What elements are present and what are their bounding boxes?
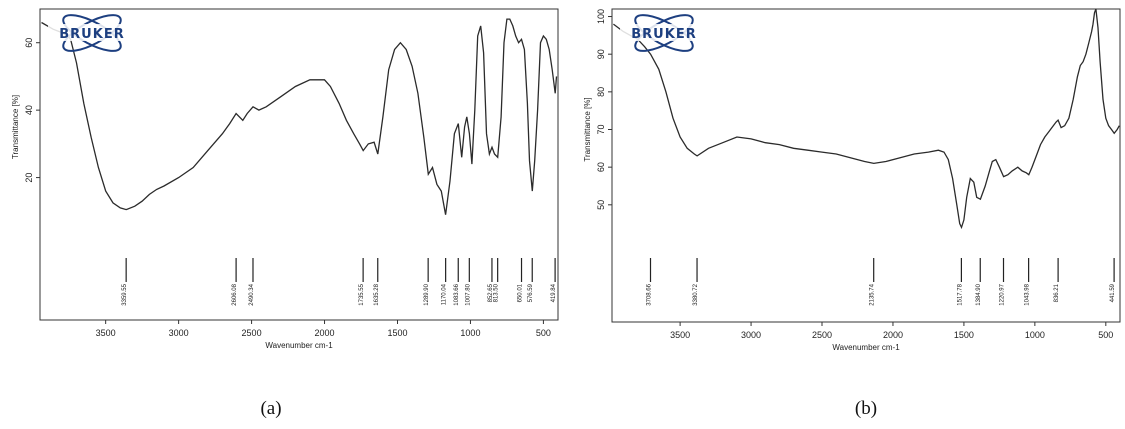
x-tick-label: 3000 — [169, 328, 189, 338]
x-tick-label: 1000 — [1025, 330, 1045, 340]
peak-label: 1517.78 — [957, 283, 963, 305]
peak-label: 3380.72 — [693, 283, 699, 305]
logo-text-backdrop — [620, 24, 708, 41]
x-tick-label: 1500 — [954, 330, 974, 340]
x-tick-label: 3500 — [670, 330, 690, 340]
logo-orbit — [62, 14, 122, 52]
x-tick-label: 2000 — [315, 328, 335, 338]
peak-label: 1289.90 — [424, 283, 430, 305]
y-axis-title: Transmittance [%] — [11, 95, 20, 159]
logo-text-backdrop — [48, 24, 136, 41]
peak-label: 1007.80 — [465, 283, 471, 305]
peak-label: 3359.55 — [122, 283, 128, 305]
y-tick-label: 50 — [596, 200, 606, 210]
bruker-logo: BRUKER — [620, 14, 708, 52]
peak-label: 1083.66 — [454, 283, 460, 305]
peak-label: 852.65 — [488, 283, 494, 302]
x-axis-title: Wavenumber cm-1 — [265, 341, 333, 350]
bruker-logo: BRUKER — [48, 14, 136, 52]
x-tick-label: 500 — [1098, 330, 1113, 340]
peak-label: 419.84 — [551, 283, 557, 302]
peak-label: 3708.66 — [647, 283, 653, 305]
y-tick-label: 80 — [596, 87, 606, 97]
y-tick-label: 70 — [596, 124, 606, 134]
peak-label: 2490.34 — [249, 283, 255, 305]
peak-label: 441.59 — [1110, 283, 1116, 302]
spectrum-panel-a: 3500 3000 2500 2000 1500 1000 500 20 40 60 Wavenum… — [0, 0, 562, 429]
x-tick-label: 2000 — [883, 330, 903, 340]
ir-spectrum-chart-a: 3500 3000 2500 2000 1500 1000 500 20 40 60 Wavenum… — [11, 8, 559, 350]
plot-frame — [39, 8, 559, 321]
x-tick-label: 2500 — [812, 330, 832, 340]
ir-spectrum-chart-b: 3500 3000 2500 2000 1500 1000 500 50 60 70 80 90 100… — [583, 8, 1121, 352]
y-axis-title: Transmittance [%] — [583, 97, 592, 161]
logo-orbit — [634, 14, 694, 52]
panel-label-a: (a) — [260, 398, 282, 419]
y-tick-label: 20 — [24, 173, 34, 183]
y-tick-label: 40 — [24, 105, 34, 115]
peak-label: 576.59 — [528, 283, 534, 302]
x-tick-label: 1000 — [460, 328, 480, 338]
peak-label: 1635.28 — [374, 283, 380, 305]
y-tick-label: 60 — [596, 162, 606, 172]
peak-label: 836.21 — [1054, 283, 1060, 302]
peak-label: 2606.08 — [232, 283, 238, 305]
x-tick-label: 1500 — [387, 328, 407, 338]
logo-text: BRUKER — [59, 27, 124, 42]
peak-label: 2135.74 — [870, 283, 876, 305]
peak-label: 1170.04 — [442, 283, 448, 305]
spectrum-panel-b: 3500 3000 2500 2000 1500 1000 500 50 60 70 80 90 100… — [562, 0, 1125, 429]
spectrum-line — [613, 8, 1120, 230]
x-axis-title: Wavenumber cm-1 — [832, 343, 900, 352]
peak-label: 1220.97 — [1000, 283, 1006, 305]
x-tick-label: 3000 — [741, 330, 761, 340]
logo-orbit — [634, 14, 694, 52]
peak-label: 813.50 — [494, 283, 500, 302]
y-tick-label: 90 — [596, 49, 606, 59]
x-tick-label: 500 — [536, 328, 551, 338]
spectrum-line — [41, 18, 558, 215]
plot-frame — [611, 8, 1121, 323]
y-tick-label: 100 — [596, 9, 606, 24]
x-tick-label: 2500 — [242, 328, 262, 338]
peak-label: 1043.98 — [1025, 283, 1031, 305]
panel-label-b: (b) — [854, 398, 878, 419]
peak-label: 1384.90 — [976, 283, 982, 305]
x-tick-label: 3500 — [96, 328, 116, 338]
peak-label: 650.01 — [518, 283, 524, 302]
y-tick-label: 60 — [24, 38, 34, 48]
peak-label: 1735.55 — [359, 283, 365, 305]
logo-orbit — [62, 14, 122, 52]
logo-text: BRUKER — [631, 27, 696, 42]
